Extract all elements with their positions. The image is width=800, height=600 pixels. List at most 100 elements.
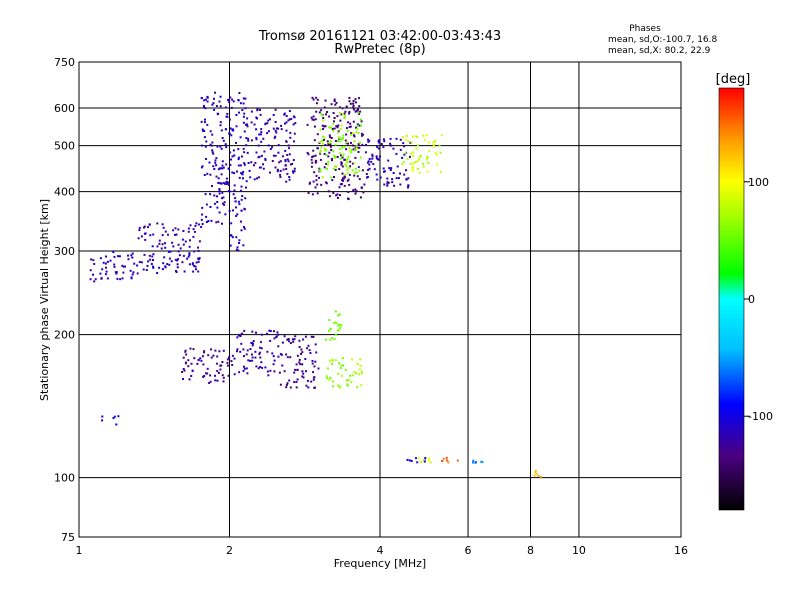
data-point — [261, 366, 264, 369]
data-point — [258, 353, 261, 356]
data-point — [252, 340, 255, 343]
data-point — [151, 245, 154, 248]
data-point — [360, 186, 363, 189]
data-point — [296, 368, 299, 371]
data-point — [304, 335, 307, 338]
data-point — [269, 339, 272, 342]
data-point — [338, 362, 340, 365]
data-point — [335, 194, 338, 197]
data-point — [296, 354, 299, 357]
data-point — [260, 128, 263, 131]
data-point — [301, 351, 304, 354]
data-point — [345, 127, 348, 130]
data-point — [197, 270, 200, 273]
data-point — [343, 145, 346, 148]
data-point — [353, 370, 356, 373]
data-point — [199, 357, 202, 360]
data-point — [334, 165, 337, 168]
data-point — [140, 235, 143, 238]
data-point — [329, 136, 332, 139]
data-point — [332, 380, 334, 383]
data-point — [200, 120, 203, 123]
data-point — [379, 176, 382, 179]
data-point — [160, 247, 163, 250]
data-point — [187, 359, 190, 362]
data-point — [148, 223, 151, 226]
data-point — [258, 351, 261, 354]
data-point — [313, 139, 316, 142]
data-point — [216, 370, 219, 372]
data-point — [423, 460, 426, 463]
data-point — [208, 161, 211, 164]
data-point — [326, 367, 329, 370]
data-point — [284, 160, 287, 163]
data-point — [323, 125, 325, 128]
data-point — [219, 124, 222, 127]
data-point — [239, 136, 242, 139]
data-point — [205, 221, 208, 223]
data-point — [227, 167, 230, 170]
data-point — [456, 459, 459, 462]
data-point — [540, 475, 542, 478]
data-point — [186, 257, 189, 260]
data-point — [214, 91, 216, 94]
data-point — [349, 134, 352, 136]
data-point — [133, 262, 136, 265]
data-point — [239, 164, 242, 167]
data-point — [256, 177, 258, 180]
data-point — [389, 169, 392, 171]
data-point — [341, 156, 344, 159]
colorbar-tick-label: 100 — [748, 176, 769, 189]
data-point — [327, 160, 330, 163]
data-point — [311, 96, 314, 99]
data-point — [187, 230, 190, 233]
data-point — [315, 160, 318, 163]
data-point — [158, 242, 161, 245]
data-point — [239, 102, 242, 105]
data-point — [338, 323, 341, 326]
data-point — [409, 162, 412, 165]
data-point — [152, 265, 154, 268]
data-point — [235, 114, 238, 116]
data-point — [201, 206, 204, 209]
data-point — [174, 227, 177, 230]
data-point — [282, 168, 285, 171]
data-point — [171, 241, 174, 244]
data-point — [295, 386, 298, 389]
chart-title: Tromsø 20161121 03:42:00-03:43:43 — [258, 29, 501, 44]
data-point — [269, 148, 272, 150]
data-point — [329, 327, 332, 330]
data-point — [311, 360, 314, 362]
data-point — [216, 195, 218, 198]
data-point — [263, 150, 266, 153]
data-point — [200, 226, 203, 228]
data-point — [181, 371, 184, 373]
data-point — [238, 242, 240, 244]
data-point — [244, 107, 247, 110]
y-tick-label: 75 — [61, 531, 75, 544]
data-point — [315, 102, 318, 105]
data-point — [233, 172, 236, 175]
data-point — [222, 349, 225, 352]
data-point — [218, 100, 221, 103]
data-point — [259, 133, 262, 136]
colorbar-ticks: 100 0 -100 — [744, 176, 773, 423]
data-point — [238, 111, 240, 114]
data-point — [290, 117, 293, 120]
data-point — [260, 154, 263, 157]
data-point — [177, 228, 180, 231]
data-point — [295, 363, 298, 366]
data-point — [146, 264, 149, 267]
data-point — [147, 260, 150, 263]
data-point — [269, 369, 272, 372]
y-tick-label: 500 — [54, 140, 75, 153]
data-point — [310, 380, 313, 383]
data-point — [205, 372, 208, 375]
data-point — [323, 153, 326, 155]
x-tick-label: 16 — [674, 544, 688, 557]
data-point — [183, 369, 186, 372]
data-point — [231, 364, 234, 366]
colorbar-tick-label: 0 — [748, 293, 755, 306]
data-point — [238, 203, 241, 206]
data-point — [324, 149, 327, 152]
